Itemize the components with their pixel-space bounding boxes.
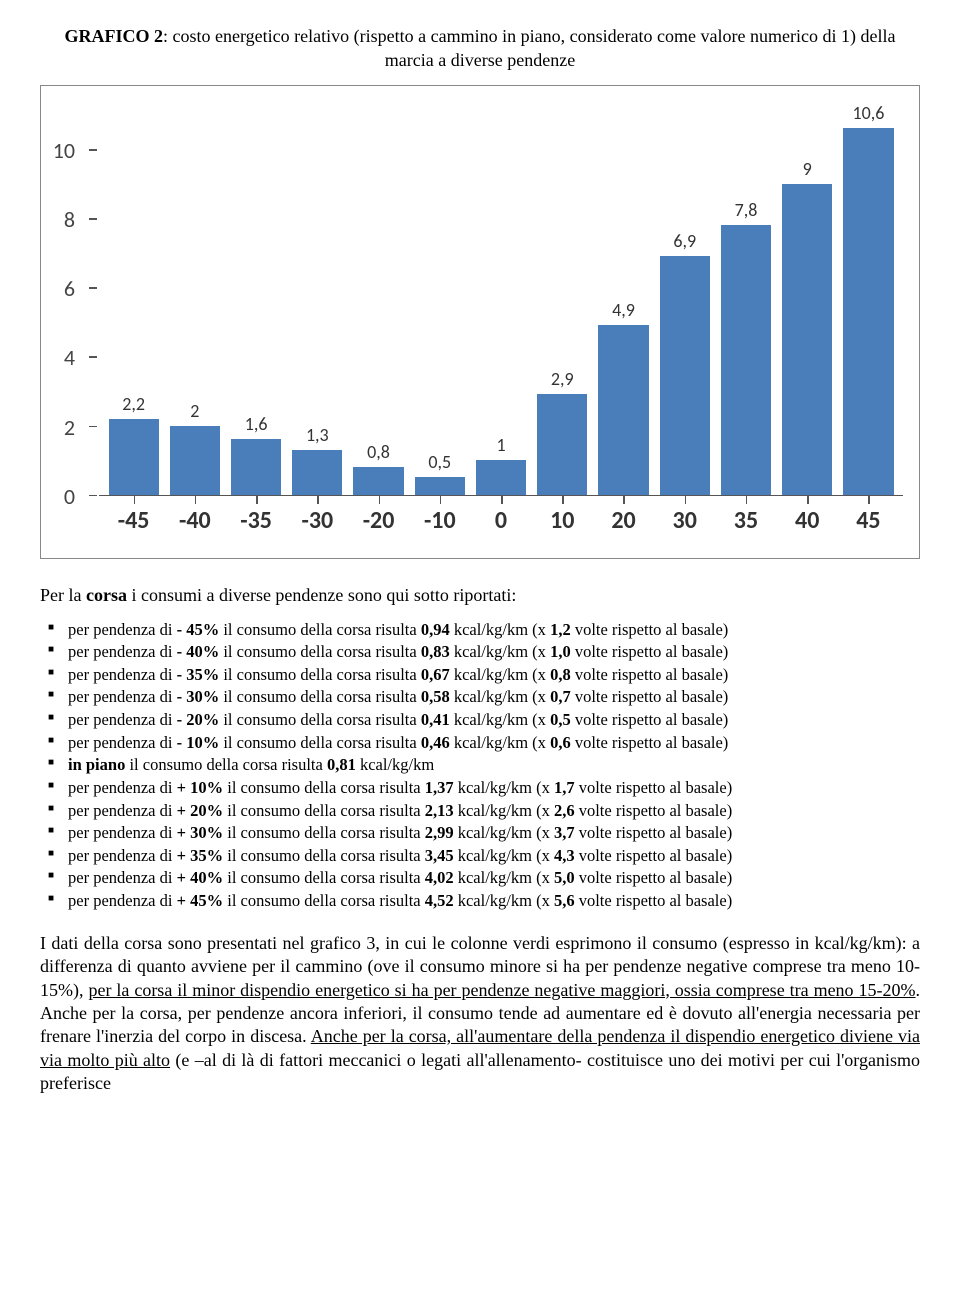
x-tick: 40 xyxy=(777,496,838,546)
bar: 7,8 xyxy=(715,199,776,494)
bar-rect xyxy=(476,460,526,495)
list-item: per pendenza di + 20% il consumo della c… xyxy=(48,801,920,822)
bar-value-label: 4,9 xyxy=(612,299,635,321)
bar: 0,8 xyxy=(348,441,409,495)
body-paragraph: I dati della corsa sono presentati nel g… xyxy=(40,932,920,1096)
bar-value-label: 10,6 xyxy=(852,102,884,124)
bar-rect xyxy=(292,450,342,495)
x-tick: 35 xyxy=(715,496,776,546)
x-tick: -35 xyxy=(225,496,286,546)
x-tick: -45 xyxy=(103,496,164,546)
x-tick: 0 xyxy=(470,496,531,546)
bar-value-label: 1,3 xyxy=(306,424,329,446)
list-item: per pendenza di - 20% il consumo della c… xyxy=(48,710,920,731)
bar-value-label: 1 xyxy=(496,434,505,456)
bar: 1,6 xyxy=(225,413,286,494)
list-item: per pendenza di - 10% il consumo della c… xyxy=(48,733,920,754)
x-tick: -20 xyxy=(348,496,409,546)
bar: 10,6 xyxy=(838,102,899,494)
bar-rect xyxy=(231,439,281,494)
bar-value-label: 1,6 xyxy=(245,413,268,435)
bar-rect xyxy=(415,477,465,494)
bar: 9 xyxy=(777,158,838,495)
intro-text: Per la corsa i consumi a diverse pendenz… xyxy=(40,585,920,606)
bar-rect xyxy=(353,467,403,495)
bar-rect xyxy=(598,325,648,494)
bar-rect xyxy=(782,184,832,495)
list-item: per pendenza di - 30% il consumo della c… xyxy=(48,687,920,708)
bar-value-label: 2,9 xyxy=(551,368,574,390)
bar-rect xyxy=(843,128,893,494)
x-tick: 10 xyxy=(532,496,593,546)
x-tick: -40 xyxy=(164,496,225,546)
bar-value-label: 0,8 xyxy=(367,441,390,463)
list-item: per pendenza di - 35% il consumo della c… xyxy=(48,665,920,686)
list-item: in piano il consumo della corsa risulta … xyxy=(48,755,920,776)
bar: 6,9 xyxy=(654,230,715,494)
list-item: per pendenza di - 45% il consumo della c… xyxy=(48,620,920,641)
x-tick: 45 xyxy=(838,496,899,546)
bar: 1 xyxy=(470,434,531,495)
x-tick: -30 xyxy=(287,496,348,546)
bar-rect xyxy=(109,419,159,495)
list-item: per pendenza di + 10% il consumo della c… xyxy=(48,778,920,799)
bar-rect xyxy=(721,225,771,494)
bar: 2,2 xyxy=(103,393,164,495)
bar: 2,9 xyxy=(532,368,593,494)
list-item: per pendenza di + 35% il consumo della c… xyxy=(48,846,920,867)
bar-rect xyxy=(660,256,710,494)
list-item: per pendenza di + 45% il consumo della c… xyxy=(48,891,920,912)
bar: 4,9 xyxy=(593,299,654,494)
bar-value-label: 6,9 xyxy=(673,230,696,252)
x-tick: -10 xyxy=(409,496,470,546)
bullet-list: per pendenza di - 45% il consumo della c… xyxy=(40,620,920,912)
bar-rect xyxy=(170,426,220,495)
x-tick: 20 xyxy=(593,496,654,546)
bar-value-label: 2 xyxy=(190,400,199,422)
bar-value-label: 2,2 xyxy=(122,393,145,415)
bar: 1,3 xyxy=(287,424,348,495)
list-item: per pendenza di + 30% il consumo della c… xyxy=(48,823,920,844)
bar-value-label: 7,8 xyxy=(735,199,758,221)
chart-title: GRAFICO 2: costo energetico relativo (ri… xyxy=(40,24,920,73)
bar-value-label: 9 xyxy=(803,158,812,180)
bar-rect xyxy=(537,394,587,494)
bar: 2 xyxy=(164,400,225,495)
bar-chart: 2,221,61,30,80,512,94,96,97,8910,6 02468… xyxy=(40,85,920,559)
bar: 0,5 xyxy=(409,451,470,494)
list-item: per pendenza di - 40% il consumo della c… xyxy=(48,642,920,663)
list-item: per pendenza di + 40% il consumo della c… xyxy=(48,868,920,889)
bar-value-label: 0,5 xyxy=(428,451,451,473)
x-tick: 30 xyxy=(654,496,715,546)
